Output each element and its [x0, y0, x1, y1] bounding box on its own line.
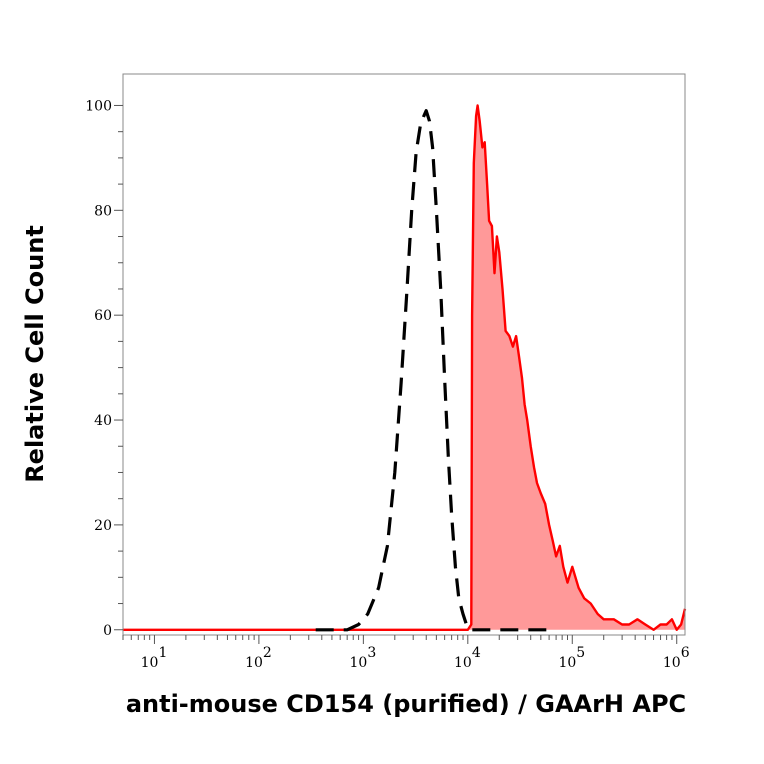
y-tick-label: 20: [94, 518, 112, 534]
x-tick-exponent: 6: [681, 645, 690, 661]
x-tick-label: 10: [245, 655, 263, 671]
series-0-line: [315, 109, 550, 632]
x-tick-label: 10: [663, 655, 681, 671]
y-axis-title: Relative Cell Count: [21, 225, 49, 483]
y-tick-label: 100: [85, 98, 112, 114]
series-layer: [123, 104, 687, 632]
x-axis-title: anti-mouse CD154 (purified) / GAArH APC: [126, 690, 686, 718]
x-tick-exponent: 4: [472, 645, 481, 661]
x-tick-label: 10: [454, 655, 472, 671]
series-1-fill: [123, 105, 685, 630]
x-tick-label: 10: [141, 655, 159, 671]
x-tick-label: 10: [558, 655, 576, 671]
y-tick-label: 0: [103, 623, 112, 639]
x-tick-label: 10: [350, 655, 368, 671]
plot-frame: [122, 73, 686, 636]
y-tick-label: 40: [94, 413, 112, 429]
series-1-line: [123, 104, 687, 631]
y-axis-ticks: 0 20 40 60 80 100: [85, 98, 123, 639]
y-tick-label: 80: [94, 203, 112, 219]
x-tick-exponent: 5: [576, 645, 585, 661]
x-tick-exponent: 3: [367, 645, 376, 661]
x-tick-exponent: 2: [263, 645, 272, 661]
y-tick-label: 60: [94, 308, 112, 324]
x-tick-exponent: 1: [158, 645, 167, 661]
